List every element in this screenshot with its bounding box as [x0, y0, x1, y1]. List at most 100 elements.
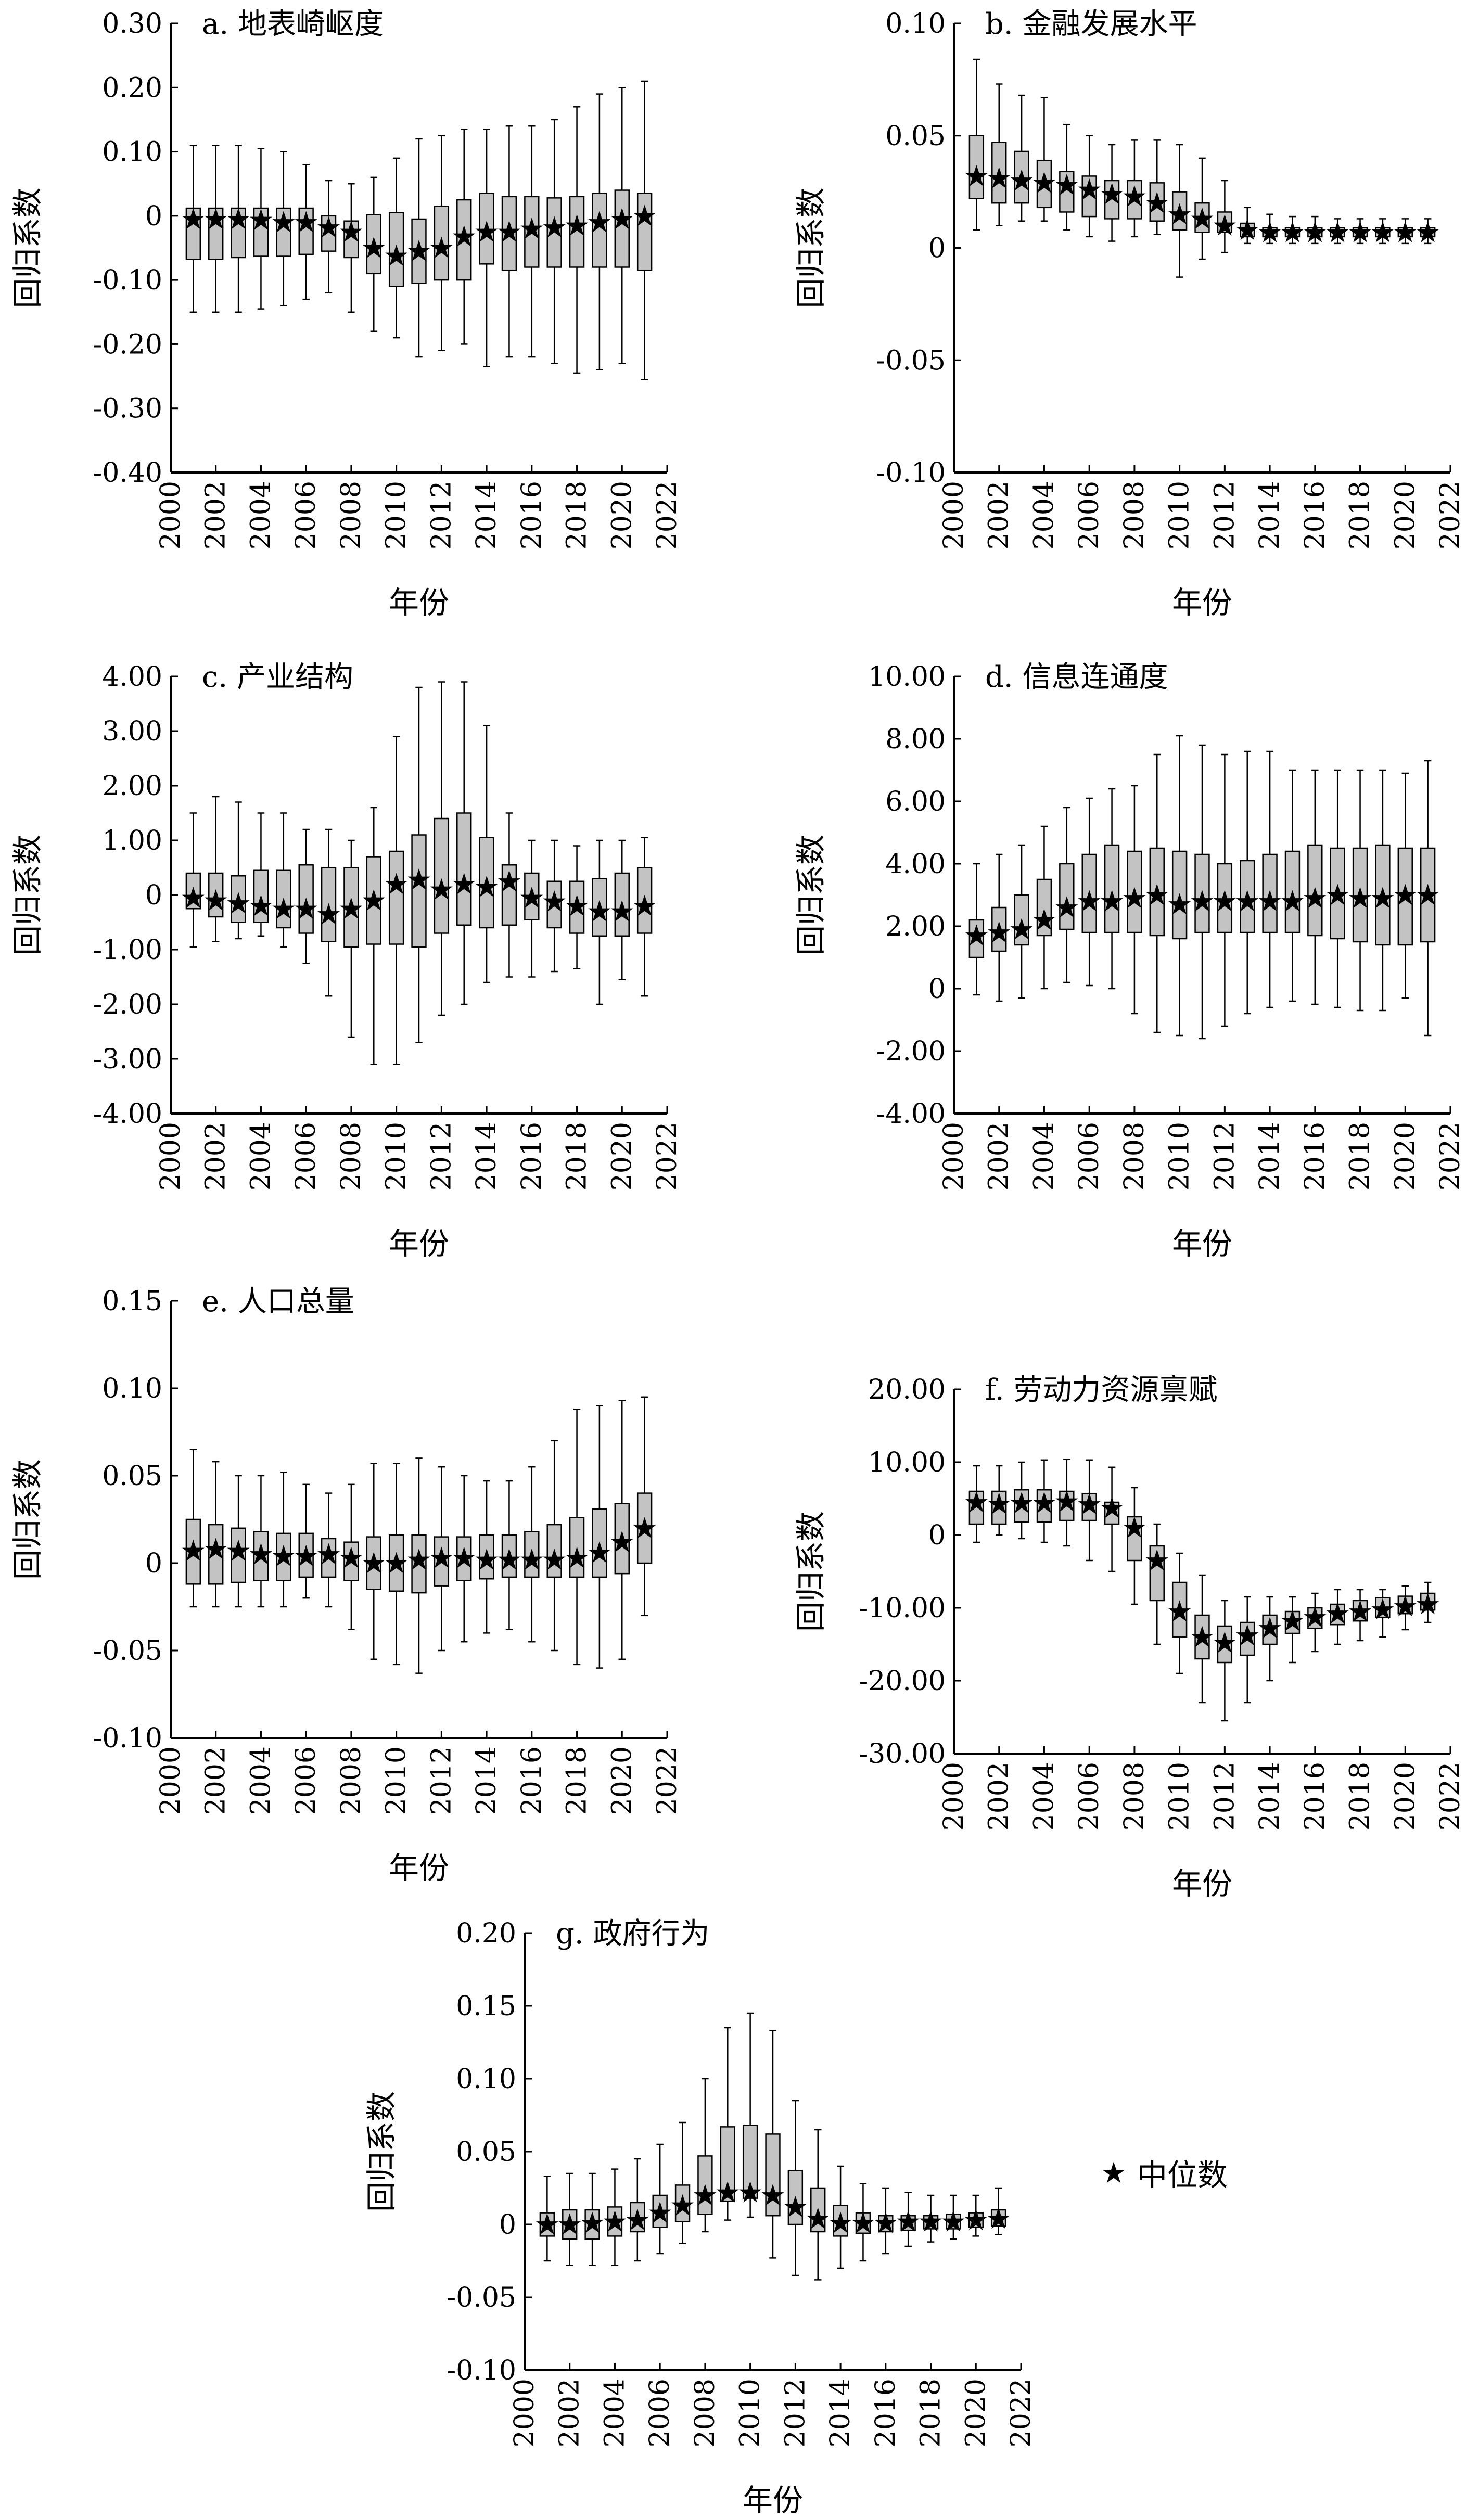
box-2010 — [1171, 191, 1188, 231]
median-star-icon: ★ — [293, 1540, 319, 1574]
box-2006 — [298, 864, 314, 934]
x-tick-label: 2022 — [652, 1746, 683, 1815]
box-2018 — [1352, 847, 1368, 943]
y-tick-label: 0 — [145, 880, 162, 911]
y-tick-label: -0.05 — [447, 2282, 516, 2313]
y-tick-label: -0.10 — [876, 457, 946, 489]
box-2014 — [1262, 227, 1278, 238]
box-2007 — [321, 1538, 337, 1578]
y-tick-label: -0.10 — [447, 2355, 516, 2386]
x-tick-label: 2020 — [1389, 1122, 1421, 1191]
x-tick-label: 2010 — [381, 481, 412, 549]
y-tick-label: 0.05 — [885, 121, 946, 152]
median-star-icon: ★ — [1031, 166, 1057, 200]
box-2011 — [411, 1534, 427, 1594]
median-star-icon: ★ — [1392, 878, 1418, 912]
y-tick-label: -0.30 — [93, 393, 162, 425]
box-2008 — [1127, 180, 1142, 220]
median-star-icon: ★ — [225, 887, 251, 920]
median-star-icon: ★ — [963, 1486, 989, 1519]
box-2001 — [185, 207, 201, 260]
x-tick-label: 2022 — [1435, 1122, 1466, 1191]
box-2013 — [456, 199, 472, 281]
box-2006 — [1081, 853, 1097, 933]
x-tick-label: 2022 — [1435, 1762, 1466, 1831]
median-star-icon: ★ — [564, 209, 590, 242]
x-tick-label: 2016 — [1299, 1122, 1331, 1191]
x-tick-label: 2020 — [606, 1746, 638, 1815]
median-star-icon: ★ — [1031, 903, 1057, 937]
median-star-icon: ★ — [428, 873, 454, 907]
median-star-icon: ★ — [384, 1546, 410, 1580]
panel-b-title: b. 金融发展水平 — [985, 7, 1197, 41]
x-tick-label: 2008 — [1119, 1762, 1150, 1831]
box-2006 — [298, 207, 314, 255]
median-star-icon: ★ — [1144, 878, 1170, 912]
x-tick-label: 2014 — [471, 1746, 502, 1815]
box-2014 — [479, 193, 494, 265]
box-2021 — [636, 1492, 653, 1564]
y-tick-label: 4.00 — [102, 661, 162, 693]
median-star-icon: ★ — [451, 1541, 477, 1575]
box-2002 — [991, 1490, 1007, 1525]
box-2010 — [388, 850, 404, 945]
x-tick-label: 2022 — [1435, 481, 1466, 549]
y-tick-label: 4.00 — [885, 849, 946, 880]
median-star-icon: ★ — [1279, 215, 1305, 249]
median-star-icon: ★ — [602, 2205, 628, 2238]
y-tick-label: 0.15 — [102, 1286, 162, 1317]
box-2019 — [1375, 1597, 1391, 1618]
median-star-icon: ★ — [1099, 1491, 1125, 1525]
x-tick-label: 2004 — [1028, 1122, 1060, 1191]
median-star-icon: ★ — [1054, 891, 1080, 925]
box-2019 — [592, 193, 607, 268]
median-star-icon: ★ — [203, 1532, 229, 1566]
panel-g-title: g. 政府行为 — [556, 1917, 709, 1951]
x-tick-label: 2000 — [938, 1122, 970, 1191]
x-tick-label: 2002 — [200, 1746, 232, 1815]
box-2005 — [630, 2202, 645, 2233]
x-tick-label: 2002 — [554, 2378, 585, 2447]
median-star-icon: ★ — [632, 1512, 658, 1545]
median-star-icon: ★ — [1302, 881, 1328, 915]
y-tick-label: 0 — [928, 233, 946, 264]
y-tick-label: 0.20 — [456, 1918, 516, 1949]
legend-star-icon: ★ — [1101, 2156, 1127, 2190]
x-tick-label: 2008 — [336, 1122, 367, 1191]
panel-e-title: e. 人口总量 — [202, 1285, 354, 1319]
box-2009 — [1149, 847, 1165, 937]
y-axis-title: 回归系数 — [793, 835, 828, 955]
median-star-icon: ★ — [940, 2205, 966, 2238]
box-2017 — [546, 197, 562, 268]
y-tick-label: 10.00 — [868, 1447, 946, 1478]
median-star-icon: ★ — [180, 202, 206, 236]
y-tick-label: -3.00 — [93, 1044, 162, 1075]
median-star-icon: ★ — [1347, 215, 1373, 249]
median-star-icon: ★ — [669, 2189, 695, 2223]
x-tick-label: 2010 — [1164, 1122, 1195, 1191]
box-2007 — [321, 867, 337, 942]
x-tick-label: 2002 — [200, 1122, 232, 1191]
box-2021 — [1420, 847, 1436, 943]
median-star-icon: ★ — [1370, 881, 1396, 915]
y-tick-label: -2.00 — [93, 989, 162, 1020]
box-2018 — [1352, 1600, 1368, 1622]
median-star-icon: ★ — [541, 1543, 567, 1577]
box-2021 — [990, 2209, 1006, 2227]
x-tick-label: 2016 — [1299, 481, 1331, 549]
y-tick-label: 0.30 — [102, 8, 162, 40]
box-2008 — [1127, 850, 1142, 933]
x-tick-label: 2012 — [780, 2378, 811, 2447]
median-star-icon: ★ — [564, 1541, 590, 1575]
box-2009 — [366, 1536, 381, 1590]
median-star-icon: ★ — [632, 889, 658, 923]
median-star-icon: ★ — [225, 202, 251, 236]
y-axis-title: 回归系数 — [793, 1511, 828, 1632]
box-2011 — [765, 2133, 781, 2217]
y-tick-label: 3.00 — [102, 716, 162, 747]
median-star-icon: ★ — [557, 2208, 583, 2242]
box-2010 — [742, 2125, 758, 2199]
box-2017 — [1330, 847, 1345, 940]
box-2004 — [253, 207, 269, 257]
box-2007 — [1104, 180, 1120, 220]
